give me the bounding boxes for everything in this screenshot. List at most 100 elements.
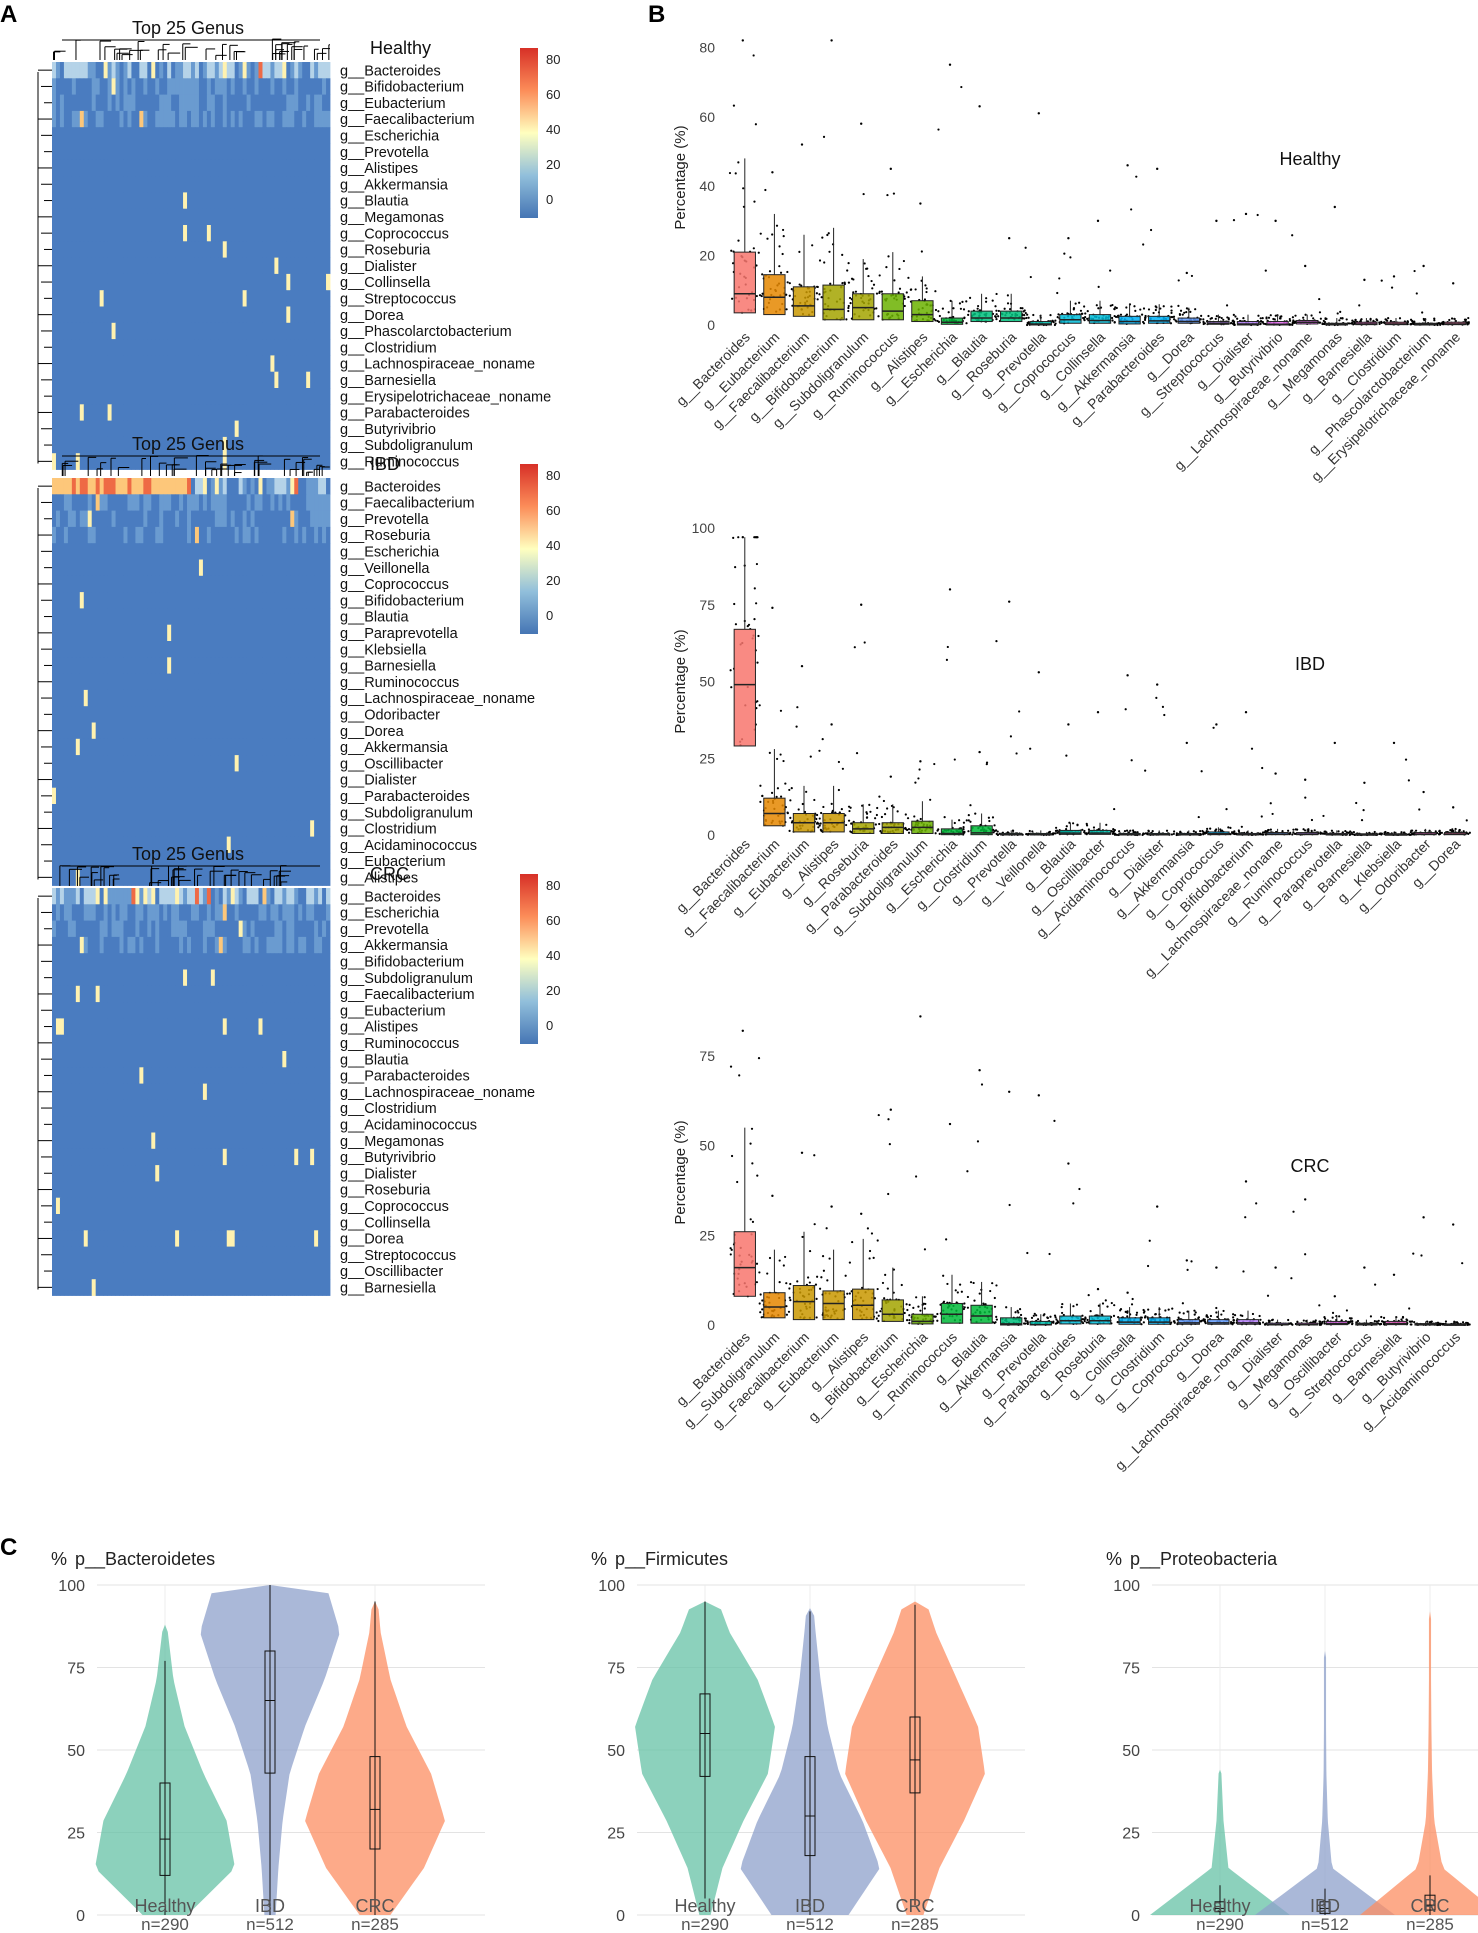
heatmap-cell [322, 241, 327, 258]
heatmap-cell [278, 110, 283, 128]
heatmap-cell [194, 852, 200, 870]
heatmap-cell [159, 110, 164, 128]
heatmap-cell [222, 94, 228, 112]
heatmap-cell [183, 936, 188, 954]
heatmap-cell [127, 869, 132, 886]
heatmap-cell [262, 738, 267, 756]
heatmap-cell [302, 273, 307, 291]
heatmap-cell [246, 804, 251, 821]
heatmap-cell [306, 494, 311, 511]
heatmap-cell [230, 78, 236, 95]
heatmap-cell [99, 404, 105, 421]
heatmap-cell [230, 787, 236, 805]
heatmap-cell [139, 1067, 144, 1084]
heatmap-cell [322, 127, 327, 144]
heatmap-cell [59, 1099, 65, 1117]
heatmap-cell [127, 404, 132, 421]
heatmap-cell [103, 969, 108, 987]
heatmap-cell [67, 904, 73, 921]
heatmap-cell [222, 322, 228, 340]
heatmap-cell [322, 143, 327, 161]
heatmap-cell [95, 420, 101, 438]
heatmap-cell [139, 322, 144, 340]
heatmap-cell [143, 1116, 148, 1133]
heatmap-cell [234, 371, 240, 389]
heatmap-cell [171, 388, 176, 405]
heatmap-cell [194, 322, 200, 340]
heatmap-cell [59, 143, 65, 161]
heatmap-cell [187, 592, 192, 609]
heatmap-cell [206, 904, 212, 921]
heatmap-cell [270, 322, 275, 340]
heatmap-cell [294, 192, 299, 210]
heatmap-cell [286, 1067, 291, 1084]
heatmap-cell [175, 673, 180, 691]
heatmap-cell [67, 306, 73, 324]
heatmap-cell [262, 273, 267, 291]
heatmap-cell [302, 722, 307, 740]
heatmap-cell [214, 969, 220, 987]
heatmap-cell [198, 494, 204, 511]
heatmap-cell [210, 241, 216, 258]
heatmap-cell [270, 62, 275, 79]
heatmap-cell [59, 225, 65, 242]
heatmap-cell [270, 738, 275, 756]
heatmap-title: Top 25 Genus [132, 18, 244, 38]
heatmap-cell [55, 208, 61, 226]
heatmap-cell [326, 722, 331, 740]
heatmap-cell [210, 339, 216, 356]
heatmap-cell [175, 559, 180, 577]
heatmap-cell [71, 526, 77, 544]
heatmap-cells [52, 478, 331, 886]
heatmap-cell [254, 804, 259, 821]
heatmap-cell [103, 985, 108, 1003]
heatmap-cell [234, 820, 240, 837]
heatmap-cell [83, 1083, 89, 1101]
heatmap-cell [67, 355, 73, 373]
heatmap-cell [87, 888, 93, 905]
heatmap-cell [226, 510, 232, 528]
heatmap-cell [103, 1018, 108, 1036]
heatmap-cell [191, 355, 196, 373]
heatmap-cell [131, 689, 136, 707]
heatmap-cell [214, 62, 220, 79]
heatmap-cell [290, 1116, 295, 1133]
heatmap-cell [306, 836, 311, 854]
heatmap-cell [254, 176, 259, 193]
heatmap-cell [254, 869, 259, 886]
heatmap-cell [198, 706, 204, 723]
heatmap-cell [59, 388, 65, 405]
heatmap-cell [254, 1051, 259, 1068]
heatmap-cell [127, 510, 132, 528]
heatmap-cell [103, 62, 108, 79]
heatmap-cell [194, 953, 200, 970]
heatmap-cell [306, 1018, 311, 1036]
heatmap-cell [286, 836, 291, 854]
heatmap-cell [322, 526, 327, 544]
heatmap-cell [155, 192, 160, 210]
heatmap-cell [63, 706, 69, 723]
genus-row-label: g__Eubacterium [340, 96, 446, 112]
heatmap-cell [107, 575, 112, 593]
heatmap-cell [250, 722, 255, 740]
heatmap-cell [111, 290, 116, 307]
heatmap-cell [270, 689, 275, 707]
heatmap-cell [127, 738, 132, 756]
heatmap-cell [52, 388, 57, 405]
heatmap-cell [115, 94, 120, 112]
heatmap-cell [167, 1051, 172, 1068]
heatmap-cell [131, 1034, 136, 1052]
heatmap-cell [187, 404, 192, 421]
heatmap-cell [55, 1116, 61, 1133]
heatmap-cell [294, 771, 299, 789]
heatmap-cell [99, 453, 105, 470]
heatmap-cell [326, 371, 331, 389]
heatmap-cell [191, 608, 196, 626]
heatmap-cell [322, 257, 327, 275]
heatmap-cell [111, 436, 116, 454]
heatmap-cell [222, 575, 228, 593]
heatmap-cell [139, 592, 144, 609]
heatmap-cell [302, 306, 307, 324]
heatmap-cell [270, 575, 275, 593]
heatmap-cell [143, 1002, 148, 1019]
